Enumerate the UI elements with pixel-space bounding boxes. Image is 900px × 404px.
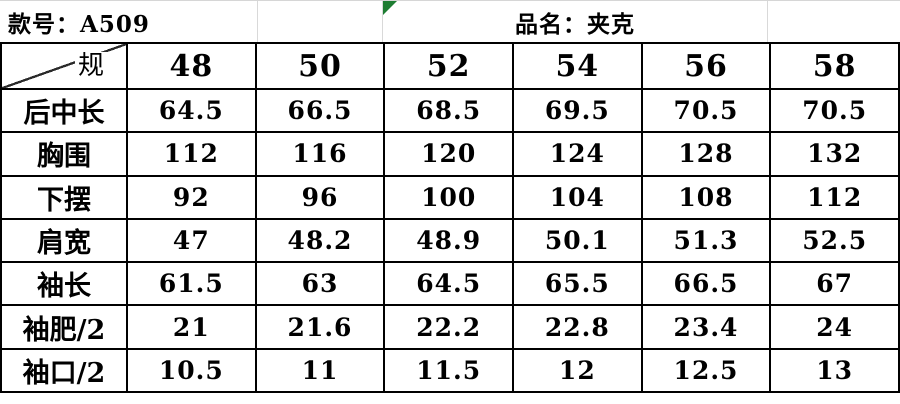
value-cell[interactable]: 11.5 bbox=[385, 349, 512, 391]
value-cell[interactable]: 70.5 bbox=[771, 90, 898, 132]
value-cell[interactable]: 12.5 bbox=[642, 349, 770, 391]
value-cell[interactable]: 124 bbox=[513, 133, 641, 175]
row-label-cell[interactable]: 肩宽 bbox=[2, 219, 126, 262]
value-cell[interactable]: 24 bbox=[771, 306, 898, 348]
value-cell[interactable]: 132 bbox=[771, 133, 898, 175]
value-cell[interactable]: 120 bbox=[385, 133, 512, 175]
value-cell[interactable]: 47 bbox=[128, 219, 255, 262]
product-name-cell[interactable]: 品名：夹克 bbox=[383, 1, 768, 43]
value-cell[interactable]: 70.5 bbox=[642, 90, 770, 132]
size-header-cell[interactable]: 54 bbox=[513, 44, 641, 88]
row-label-cell[interactable]: 袖口/2 bbox=[2, 349, 126, 391]
value-cell[interactable]: 92 bbox=[128, 176, 255, 218]
value-cell[interactable]: 112 bbox=[771, 176, 898, 218]
value-cell[interactable]: 64.5 bbox=[385, 263, 512, 305]
value-cell[interactable]: 21.6 bbox=[256, 306, 384, 348]
corner-label: 规 bbox=[74, 52, 108, 81]
size-header-cell[interactable]: 56 bbox=[642, 44, 770, 88]
value-cell[interactable]: 69.5 bbox=[513, 90, 641, 132]
value-cell[interactable]: 50.1 bbox=[513, 219, 641, 262]
value-cell[interactable]: 108 bbox=[642, 176, 770, 218]
value-cell[interactable]: 66.5 bbox=[642, 263, 770, 305]
value-cell[interactable]: 51.3 bbox=[642, 219, 770, 262]
value-cell[interactable]: 68.5 bbox=[385, 90, 512, 132]
value-cell[interactable]: 65.5 bbox=[513, 263, 641, 305]
value-cell[interactable]: 100 bbox=[385, 176, 512, 218]
value-cell[interactable]: 11 bbox=[256, 349, 384, 391]
row-label-cell[interactable]: 袖肥/2 bbox=[2, 306, 126, 348]
empty-cell[interactable] bbox=[768, 1, 900, 43]
value-cell[interactable]: 63 bbox=[256, 263, 384, 305]
empty-cell[interactable] bbox=[258, 1, 383, 43]
value-cell[interactable]: 104 bbox=[513, 176, 641, 218]
title-row: 款号：A509 品名：夹克 bbox=[0, 0, 900, 43]
style-number-cell[interactable]: 款号：A509 bbox=[0, 1, 258, 43]
error-flag-icon bbox=[383, 1, 397, 15]
size-header-cell[interactable]: 58 bbox=[771, 44, 898, 88]
size-header-cell[interactable]: 48 bbox=[128, 44, 255, 88]
value-cell[interactable]: 13 bbox=[771, 349, 898, 391]
size-table: 规 48 50 52 54 56 58 后中长 64.5 66.5 68.5 6… bbox=[0, 42, 900, 393]
size-header-cell[interactable]: 50 bbox=[256, 44, 384, 88]
value-cell[interactable]: 128 bbox=[642, 133, 770, 175]
value-cell[interactable]: 48.9 bbox=[385, 219, 512, 262]
value-cell[interactable]: 12 bbox=[513, 349, 641, 391]
value-cell[interactable]: 96 bbox=[256, 176, 384, 218]
value-cell[interactable]: 21 bbox=[128, 306, 255, 348]
value-cell[interactable]: 10.5 bbox=[128, 349, 255, 391]
size-header-cell[interactable]: 52 bbox=[385, 44, 512, 88]
value-cell[interactable]: 61.5 bbox=[128, 263, 255, 305]
row-label-cell[interactable]: 袖长 bbox=[2, 263, 126, 305]
value-cell[interactable]: 22.8 bbox=[513, 306, 641, 348]
row-label-cell[interactable]: 下摆 bbox=[2, 176, 126, 218]
value-cell[interactable]: 67 bbox=[771, 263, 898, 305]
value-cell[interactable]: 22.2 bbox=[385, 306, 512, 348]
value-cell[interactable]: 48.2 bbox=[256, 219, 384, 262]
value-cell[interactable]: 23.4 bbox=[642, 306, 770, 348]
value-cell[interactable]: 64.5 bbox=[128, 90, 255, 132]
row-label-cell[interactable]: 后中长 bbox=[2, 90, 126, 132]
row-label-cell[interactable]: 胸围 bbox=[2, 133, 126, 175]
value-cell[interactable]: 52.5 bbox=[771, 219, 898, 262]
corner-diagonal-cell[interactable]: 规 bbox=[2, 44, 126, 88]
style-number-text: 款号：A509 bbox=[8, 11, 150, 38]
product-name-text: 品名：夹克 bbox=[515, 11, 635, 38]
value-cell[interactable]: 116 bbox=[256, 133, 384, 175]
value-cell[interactable]: 112 bbox=[128, 133, 255, 175]
value-cell[interactable]: 66.5 bbox=[256, 90, 384, 132]
